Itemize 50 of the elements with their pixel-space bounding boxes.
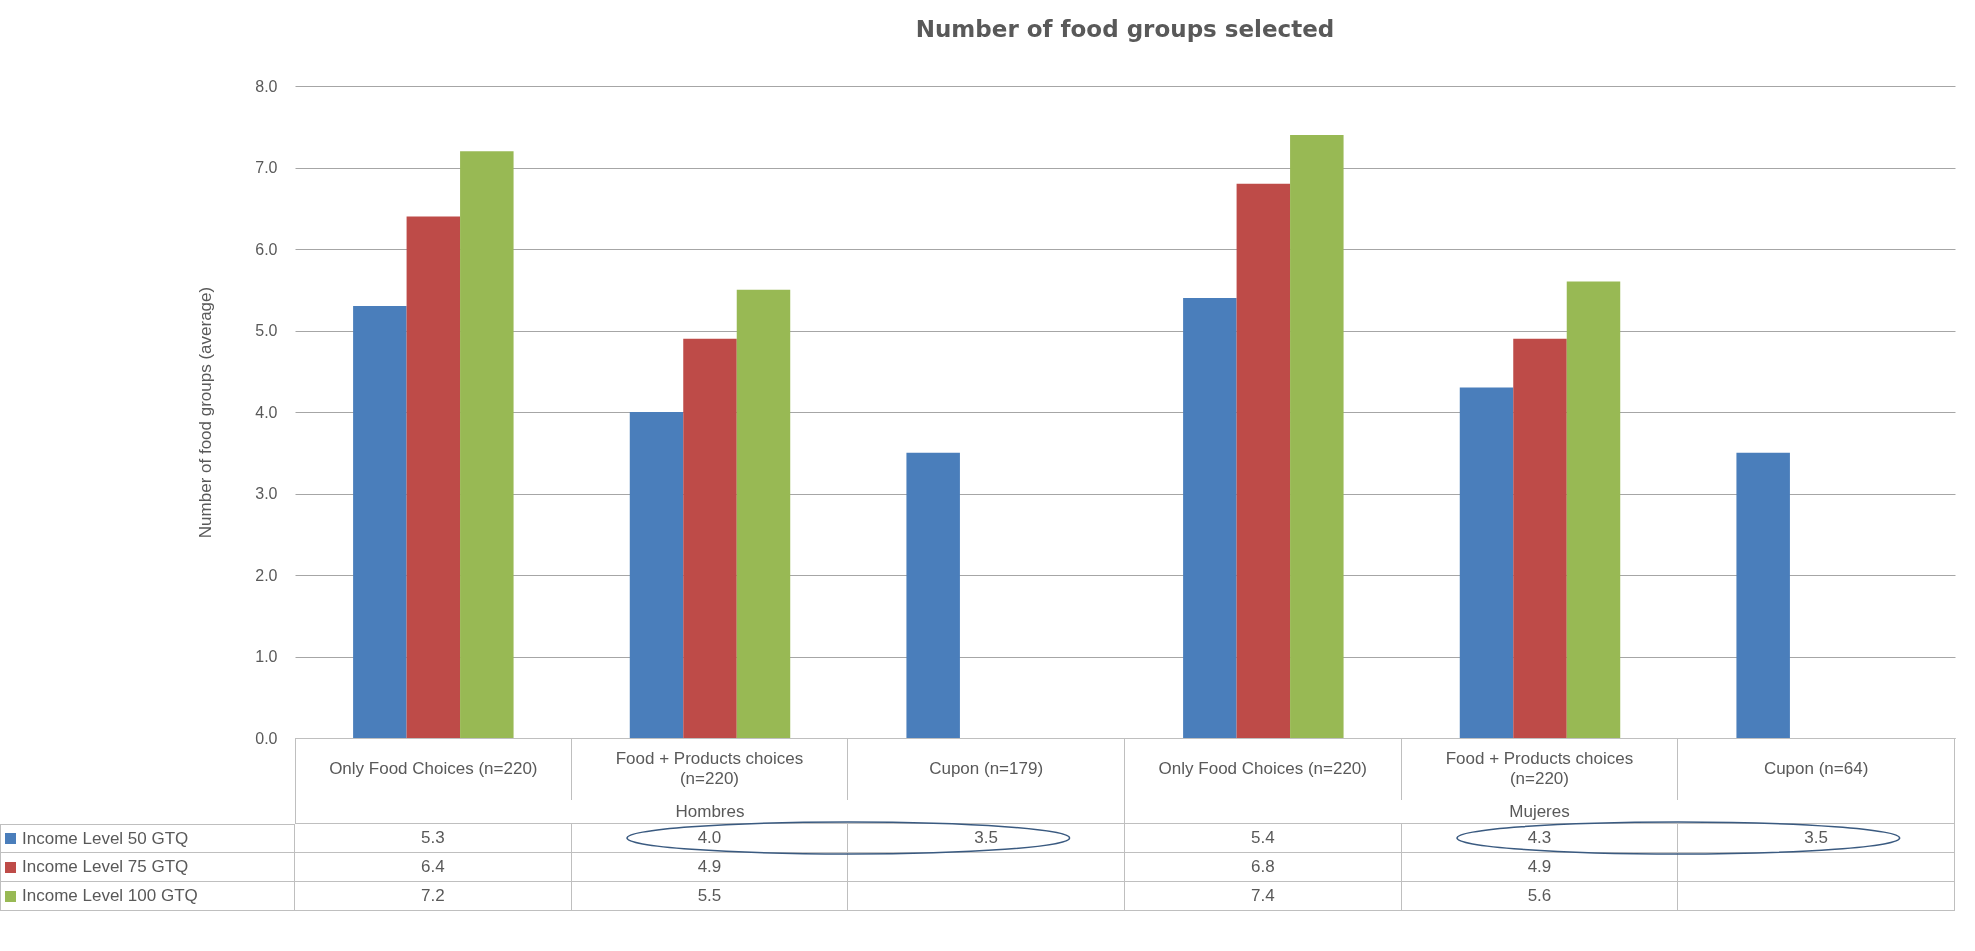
data-label: 6.4 [295, 853, 572, 882]
bar [406, 216, 461, 738]
x-tick-label: Food + Products choices (n=220) [1401, 738, 1679, 800]
data-label: 5.4 [1124, 824, 1402, 853]
y-tick-label: 6.0 [255, 240, 278, 258]
x-tick-label: Food + Products choices (n=220) [571, 738, 849, 800]
bar [1736, 452, 1790, 738]
bar [460, 151, 514, 738]
data-label: 5.5 [571, 882, 849, 911]
y-tick-label: 8.0 [255, 77, 278, 95]
data-label: 3.5 [1678, 824, 1955, 853]
data-label: 4.9 [571, 853, 849, 882]
bar [906, 452, 960, 738]
data-label: 4.0 [571, 824, 849, 853]
y-tick-label: 4.0 [255, 403, 278, 421]
y-axis-title: Number of food groups (average) [196, 286, 216, 539]
bar [1290, 134, 1344, 738]
text: Hombres [295, 800, 1125, 824]
bar [1459, 387, 1514, 738]
x-tick-label: Only Food Choices (n=220) [295, 738, 572, 800]
data-label: 4.3 [1401, 824, 1679, 853]
x-tick-label: Cupon (n=64) [1678, 738, 1955, 800]
legend-label: Income Level 100 GTQ [22, 886, 198, 906]
data-label: 7.2 [295, 882, 572, 911]
bar [1183, 297, 1237, 738]
x-tick-label: Cupon (n=179) [848, 738, 1125, 800]
bar [1513, 338, 1567, 738]
y-tick-label: 0.0 [255, 729, 278, 747]
data-label: 5.6 [1401, 882, 1679, 911]
bar [353, 306, 407, 738]
legend-label: Income Level 75 GTQ [22, 857, 189, 877]
y-tick-label: 2.0 [255, 566, 278, 584]
y-tick-label: 1.0 [255, 648, 278, 665]
chart-title: Number of food groups selected [915, 16, 1335, 42]
data-label: 3.5 [848, 824, 1125, 853]
legend-label: Income Level 50 GTQ [22, 828, 189, 849]
data-label: 4.9 [1401, 853, 1679, 882]
x-tick-label: Only Food Choices (n=220) [1124, 738, 1402, 800]
bar [736, 289, 791, 738]
data-label: 6.8 [1124, 853, 1402, 882]
data-label: 5.3 [295, 824, 572, 853]
bar [1236, 183, 1291, 738]
y-tick-label: 3.0 [255, 485, 278, 502]
bar [683, 338, 737, 738]
y-tick-label: 5.0 [255, 322, 278, 339]
text: Mujeres [1125, 800, 1955, 824]
bar [629, 412, 684, 738]
y-tick-label: 7.0 [255, 159, 278, 176]
bar [1566, 281, 1621, 738]
data-label: 7.4 [1124, 882, 1402, 911]
